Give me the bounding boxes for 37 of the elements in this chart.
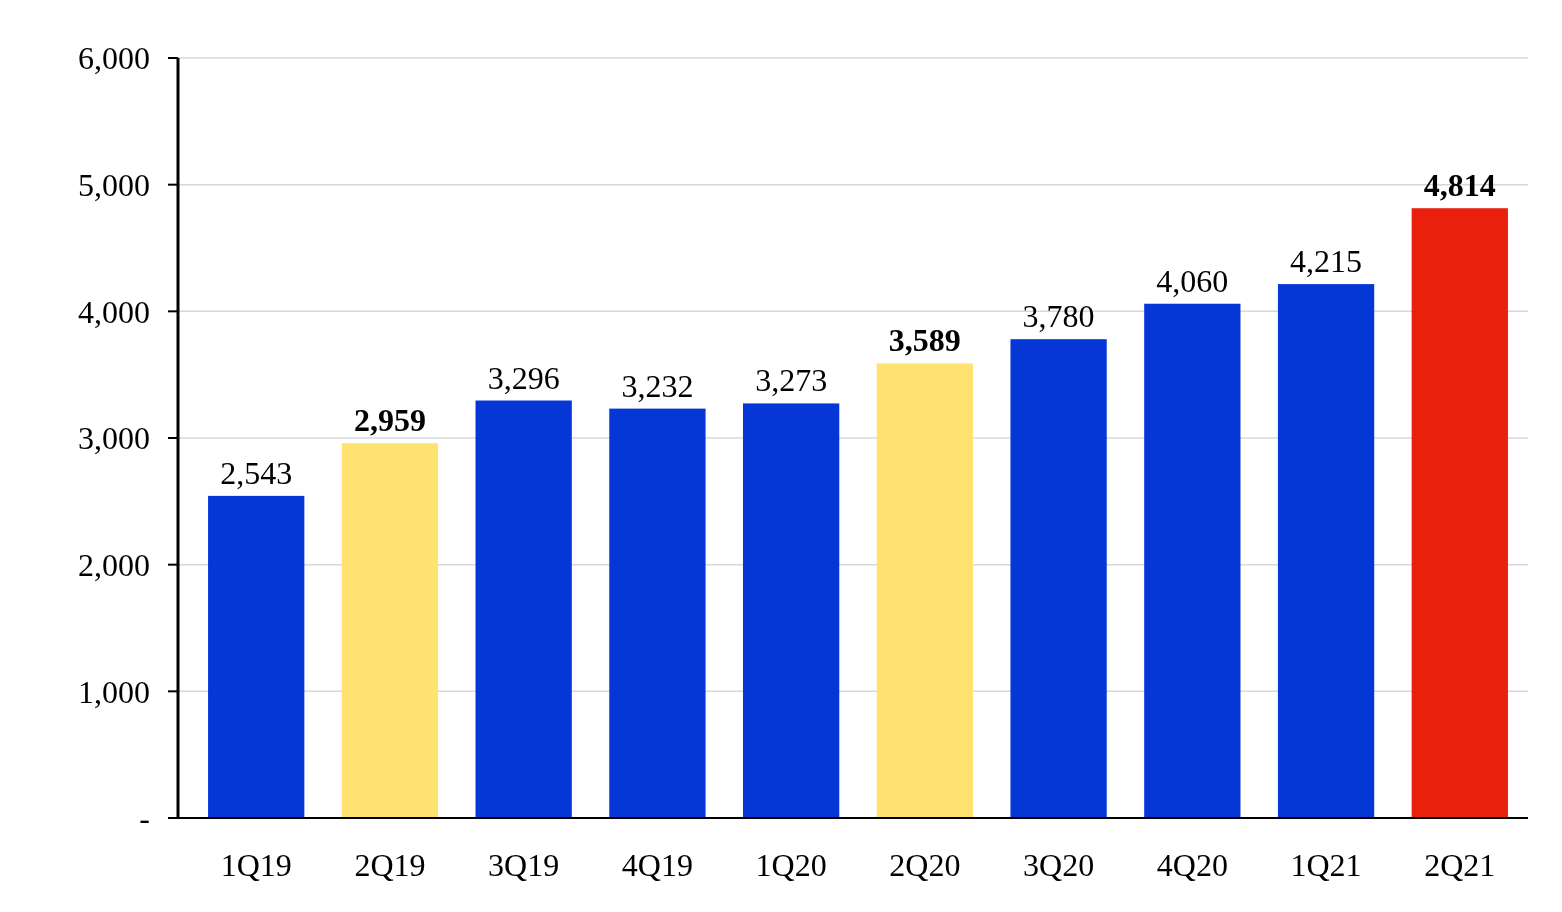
bar — [208, 495, 305, 818]
bar — [475, 400, 572, 818]
bar — [1411, 208, 1508, 818]
x-tick-label: 1Q21 — [1290, 847, 1362, 883]
data-label: 4,215 — [1290, 243, 1363, 280]
x-tick-label: 2Q21 — [1424, 847, 1496, 883]
bar — [1277, 284, 1375, 818]
x-tick-label: 1Q19 — [220, 847, 292, 883]
bar — [1144, 303, 1241, 818]
x-tick-label: 4Q20 — [1156, 847, 1228, 883]
x-tick-label: 4Q19 — [621, 847, 693, 883]
data-label: 3,273 — [755, 362, 828, 399]
x-tick-label: 2Q20 — [889, 847, 961, 883]
x-tick-label: 1Q20 — [755, 847, 827, 883]
data-label: 2,543 — [220, 454, 293, 491]
bar — [876, 363, 974, 818]
y-tick-label: 3,000 — [78, 420, 150, 457]
data-label: 4,060 — [1156, 262, 1229, 299]
bar — [341, 443, 439, 818]
x-tick-label: 3Q19 — [488, 847, 560, 883]
data-label: 3,296 — [487, 359, 560, 396]
y-tick-label: 6,000 — [78, 40, 150, 77]
y-tick-label: 2,000 — [78, 546, 150, 583]
data-label: 2,959 — [353, 402, 426, 439]
bar — [1010, 339, 1107, 818]
y-tick-label: 4,000 — [78, 293, 150, 330]
x-tick-label: 2Q19 — [354, 847, 426, 883]
data-label: 3,589 — [888, 322, 961, 359]
data-label: 4,814 — [1423, 167, 1496, 204]
data-label: 3,232 — [621, 367, 694, 404]
y-tick-label: - — [139, 800, 150, 837]
bar — [609, 408, 706, 818]
bar — [742, 403, 840, 818]
x-tick-label: 3Q20 — [1023, 847, 1095, 883]
y-tick-label: 5,000 — [78, 166, 150, 203]
y-tick-label: 1,000 — [78, 673, 150, 710]
data-label: 3,780 — [1022, 298, 1095, 335]
